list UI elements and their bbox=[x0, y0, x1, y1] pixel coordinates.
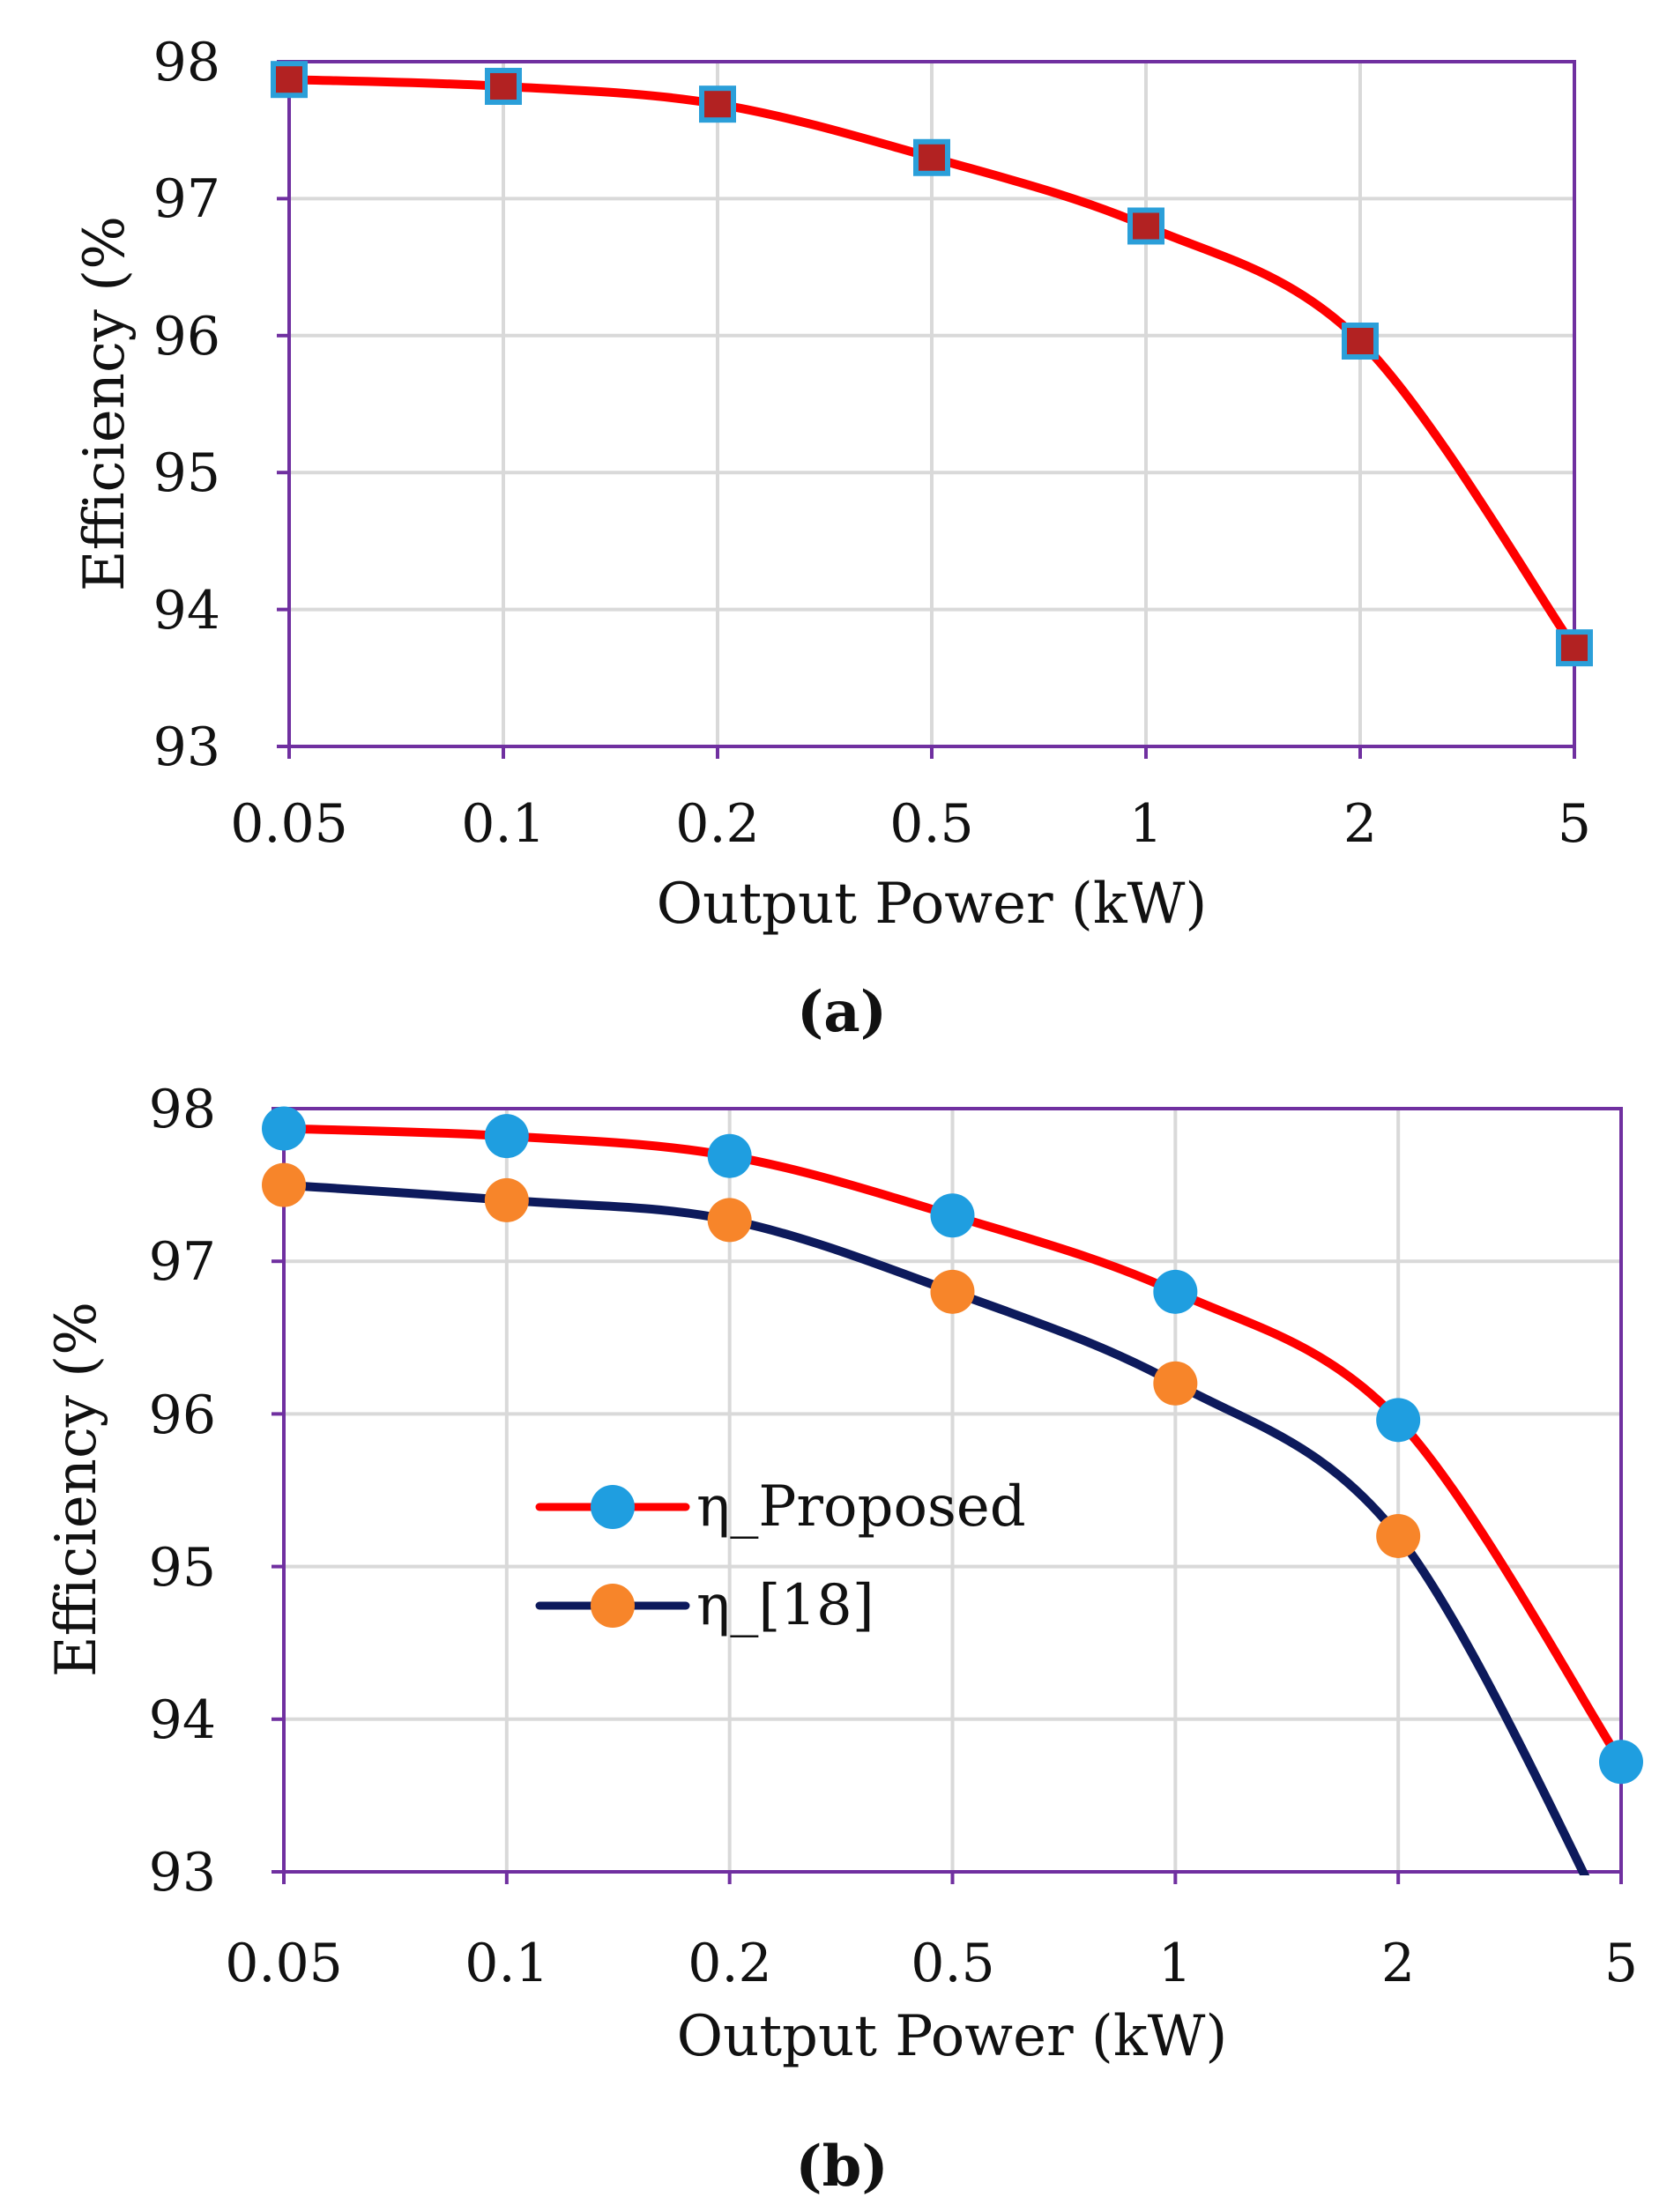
chart-a-ytick: 94 bbox=[153, 580, 220, 642]
chart-b-ytick: 93 bbox=[149, 1842, 216, 1904]
chart-a-xtick: 0.1 bbox=[461, 793, 545, 855]
chart-a-y-ticks: 93 94 95 96 97 98 bbox=[153, 32, 220, 778]
legend-label-ref18: η_[18] bbox=[696, 1573, 874, 1638]
chart-a-marker bbox=[271, 61, 308, 99]
chart-b-marker bbox=[262, 1106, 306, 1151]
chart-a-markers bbox=[271, 61, 1593, 667]
chart-a-marker bbox=[485, 67, 522, 105]
chart-b-ytick: 94 bbox=[149, 1689, 216, 1751]
chart-b-ytick: 96 bbox=[149, 1384, 216, 1446]
chart-b-marker bbox=[1599, 1740, 1643, 1785]
chart-a-ytick: 93 bbox=[153, 716, 220, 778]
chart-a-caption: (a) bbox=[797, 979, 887, 1045]
chart-b-xtick: 1 bbox=[1158, 1933, 1192, 1994]
chart-a-marker bbox=[913, 138, 950, 176]
chart-b-marker bbox=[707, 1133, 752, 1178]
chart-a-marker bbox=[1342, 323, 1379, 360]
chart-b-marker bbox=[1153, 1361, 1198, 1406]
chart-b-marker bbox=[930, 1193, 975, 1238]
chart-b-marker bbox=[930, 1269, 975, 1314]
chart-b-xtick: 0.5 bbox=[911, 1933, 994, 1994]
legend-marker-ref18 bbox=[591, 1584, 635, 1628]
chart-b-y-axis-title: Efficiency (% bbox=[44, 1302, 109, 1677]
chart-b-y-ticks: 93 94 95 96 97 98 bbox=[149, 1079, 216, 1904]
chart-a-xtick: 0.05 bbox=[230, 793, 348, 855]
chart-a-x-axis-title: Output Power (kW) bbox=[657, 872, 1208, 937]
chart-b-xtick: 0.1 bbox=[465, 1933, 548, 1994]
chart-b-marker bbox=[1376, 1398, 1421, 1443]
chart-b-caption: (b) bbox=[795, 2134, 888, 2200]
legend-label-proposed: η_Proposed bbox=[696, 1474, 1026, 1540]
chart-b-ytick: 98 bbox=[149, 1079, 216, 1140]
chart-a-xtick: 0.2 bbox=[675, 793, 759, 855]
chart-b-x-ticks: 0.05 0.1 0.2 0.5 1 2 5 bbox=[225, 1933, 1638, 1994]
chart-a-marker bbox=[1127, 207, 1164, 245]
chart-a-y-axis-title: Efficiency (% bbox=[72, 216, 138, 591]
chart-b-marker bbox=[1153, 1269, 1198, 1314]
chart-b-marker bbox=[484, 1177, 529, 1222]
chart-b-marker bbox=[484, 1114, 529, 1159]
legend-marker-proposed bbox=[591, 1485, 635, 1529]
chart-a-plot-frame bbox=[287, 60, 1576, 748]
chart-b-ytick: 97 bbox=[149, 1231, 216, 1293]
chart-b-marker bbox=[262, 1162, 306, 1207]
chart-b-legend: η_Proposed η_[18] bbox=[535, 1474, 1026, 1638]
chart-b-xtick: 0.05 bbox=[225, 1933, 343, 1994]
chart-a-marker bbox=[699, 85, 736, 123]
chart-a-ytick: 96 bbox=[153, 306, 220, 367]
chart-b-gridlines bbox=[272, 1107, 1623, 1884]
chart-a-xtick: 0.5 bbox=[889, 793, 973, 855]
chart-a-ytick: 98 bbox=[153, 32, 220, 93]
chart-a-x-ticks: 0.05 0.1 0.2 0.5 1 2 5 bbox=[230, 793, 1591, 855]
chart-a-ytick: 95 bbox=[153, 442, 220, 504]
chart-b-plot-frame bbox=[282, 1107, 1623, 1874]
chart-b: 93 94 95 96 97 98 0.05 0.1 0.2 0.5 1 2 5… bbox=[44, 1079, 1643, 2200]
chart-b-xtick: 2 bbox=[1381, 1933, 1415, 1994]
chart-b-x-axis-title: Output Power (kW) bbox=[677, 2004, 1228, 2069]
chart-b-ytick: 95 bbox=[149, 1537, 216, 1599]
chart-b-markers bbox=[262, 1106, 1643, 1785]
chart-b-xtick: 5 bbox=[1604, 1933, 1638, 1994]
chart-a-marker bbox=[1556, 629, 1593, 667]
chart-a-xtick: 1 bbox=[1129, 793, 1163, 855]
chart-b-xtick: 0.2 bbox=[688, 1933, 771, 1994]
chart-a-xtick: 2 bbox=[1343, 793, 1377, 855]
chart-a-ytick: 97 bbox=[153, 168, 220, 230]
chart-b-marker bbox=[1376, 1513, 1421, 1558]
chart-a: 93 94 95 96 97 98 0.05 0.1 0.2 0.5 1 2 5… bbox=[72, 32, 1593, 1045]
chart-b-marker bbox=[707, 1198, 752, 1243]
chart-a-xtick: 5 bbox=[1558, 793, 1591, 855]
